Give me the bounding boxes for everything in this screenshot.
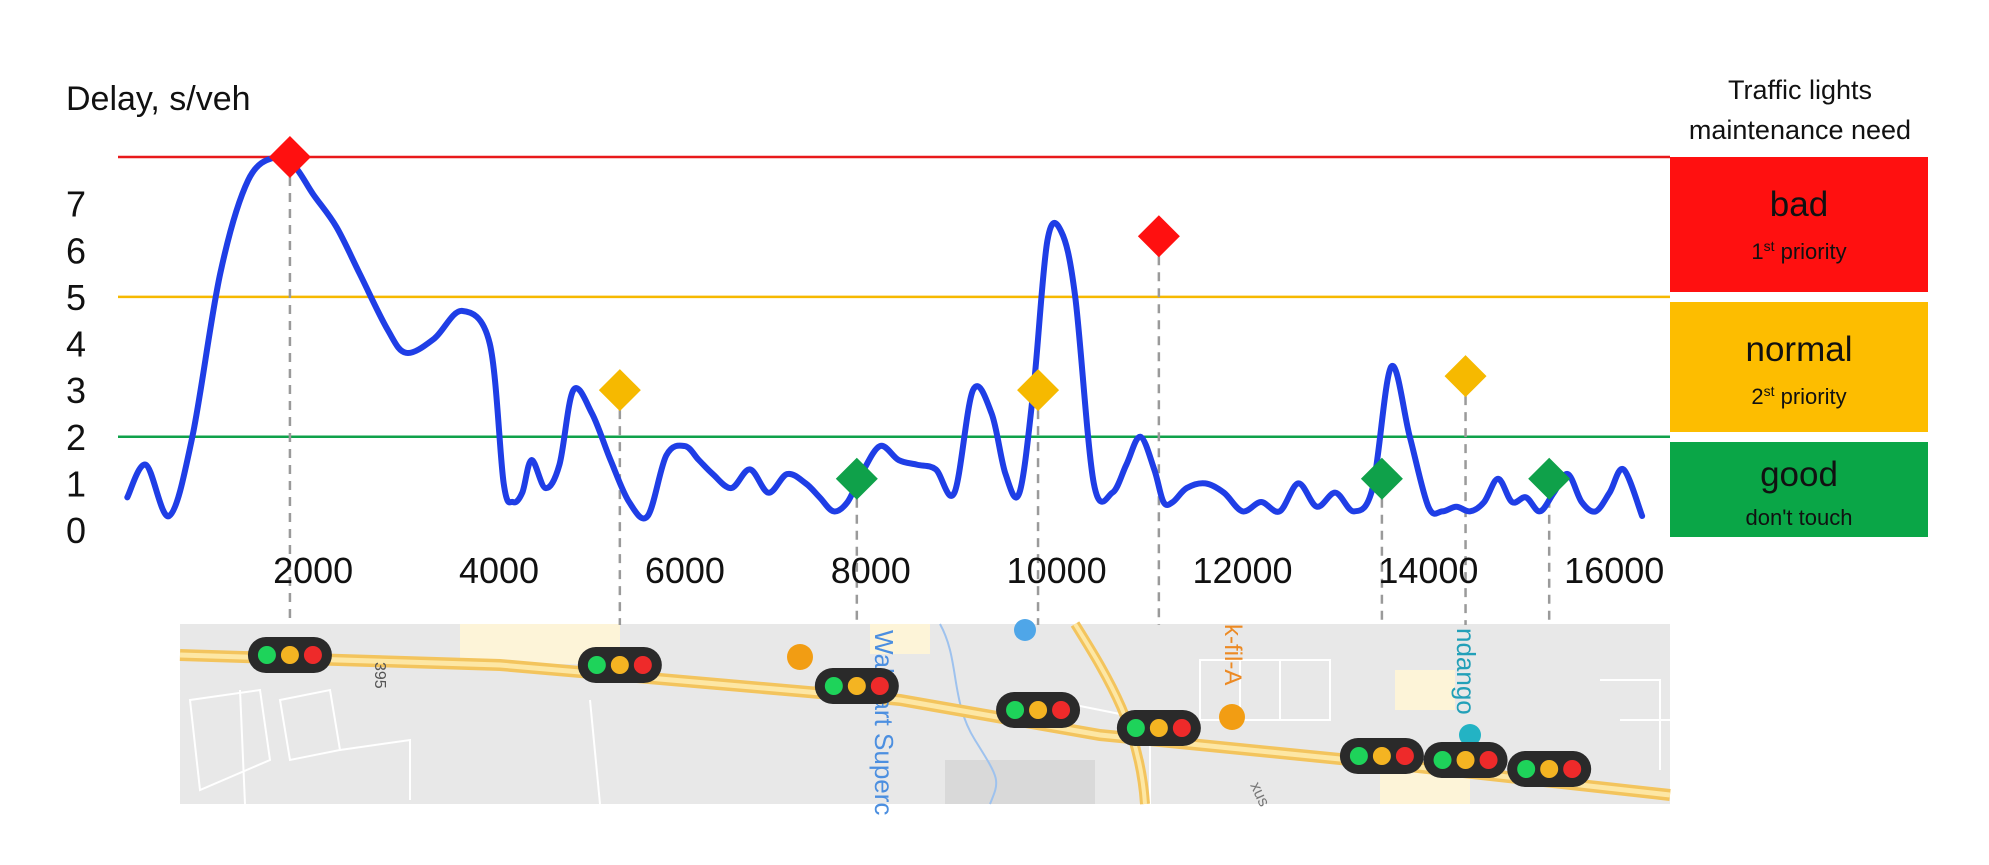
x-tick-label: 4000 [459, 550, 539, 591]
legend-label: good [1760, 455, 1838, 494]
map-label: k-fil-A [1219, 624, 1246, 685]
traffic-light-icon [1116, 710, 1201, 746]
x-tick-label: 6000 [645, 550, 725, 591]
maintenance-legend: Traffic lights maintenance need bad 1st p… [1670, 75, 1928, 537]
map-label: Walmart Superc [869, 630, 899, 815]
y-tick-label: 2 [66, 417, 86, 458]
traffic-light-marker [1444, 355, 1487, 398]
delay-series-line [124, 153, 1646, 522]
traffic-light-icon [577, 647, 662, 683]
legend-sublabel: don't touch [1746, 505, 1853, 530]
map-label: ndango [1451, 628, 1481, 715]
traffic-light-marker [1528, 457, 1571, 500]
traffic-light-marker [1137, 215, 1180, 258]
legend-title-line2: maintenance need [1689, 115, 1911, 145]
y-tick-label: 7 [66, 184, 86, 225]
traffic-light-marker [1017, 369, 1060, 412]
y-axis-label: Delay, s/veh [66, 80, 251, 118]
legend-swatch [1670, 442, 1928, 537]
legend-swatch [1670, 302, 1928, 432]
x-tick-label: 10000 [1007, 550, 1107, 591]
x-tick-label: 8000 [831, 550, 911, 591]
legend-title-line1: Traffic lights [1728, 75, 1872, 105]
y-tick-label: 6 [66, 230, 86, 271]
legend-sublabel: 2st priority [1751, 383, 1846, 409]
traffic-light-icon [1339, 738, 1424, 774]
traffic-light-icon [1507, 751, 1592, 787]
legend-swatch [1670, 157, 1928, 292]
traffic-light-marker [268, 136, 311, 178]
traffic-light-icon [1423, 742, 1508, 778]
x-tick-label: 16000 [1564, 550, 1664, 591]
traffic-light-icon [996, 692, 1081, 728]
x-tick-label: 2000 [273, 550, 353, 591]
legend-sublabel: 1st priority [1751, 238, 1846, 264]
y-tick-label: 5 [66, 277, 86, 318]
y-tick-label: 1 [66, 463, 86, 504]
map-label: 395 [371, 662, 388, 689]
y-tick-label: 4 [66, 324, 86, 365]
legend-label: bad [1770, 185, 1828, 224]
x-tick-label: 14000 [1378, 550, 1478, 591]
y-tick-label: 0 [66, 510, 86, 551]
traffic-light-marker [598, 369, 641, 412]
legend-item-normal: normal 2st priority [1670, 302, 1928, 432]
legend-item-good: good don't touch [1670, 442, 1928, 537]
legend-item-bad: bad 1st priority [1670, 157, 1928, 292]
y-tick-label: 3 [66, 370, 86, 411]
traffic-light-icon [247, 637, 332, 673]
traffic-light-icon [814, 668, 899, 704]
x-tick-label: 12000 [1192, 550, 1292, 591]
legend-label: normal [1746, 330, 1853, 369]
traffic-light-marker [835, 457, 878, 500]
traffic-light-marker [1360, 457, 1403, 500]
